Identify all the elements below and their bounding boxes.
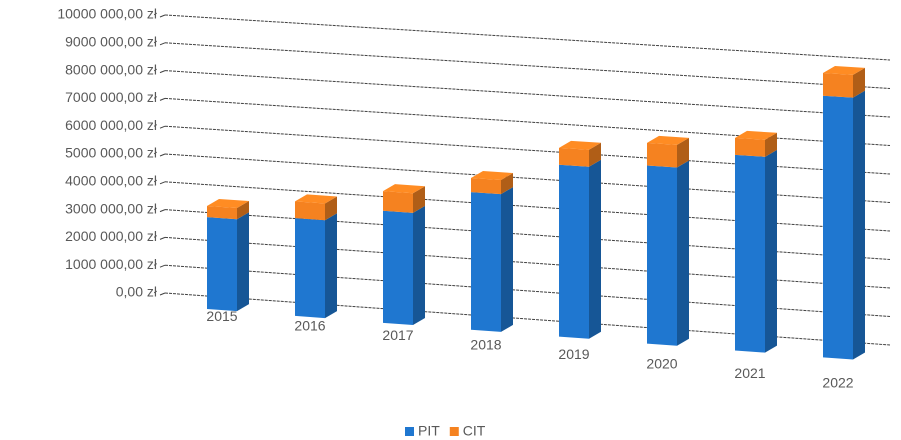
y-tick-label: 1000 000,00 zł <box>65 256 158 272</box>
bar <box>295 201 325 221</box>
bar-side <box>237 212 249 312</box>
bar <box>471 178 501 195</box>
grid-line <box>164 70 891 118</box>
bar-top <box>295 194 337 204</box>
bar-side <box>237 201 249 220</box>
bar <box>735 137 765 157</box>
bar-side <box>853 90 865 360</box>
x-tick-label: 2022 <box>822 374 853 390</box>
bar-side <box>589 142 601 167</box>
tick-mark <box>159 97 166 101</box>
tick-mark <box>159 70 166 74</box>
bar-side <box>853 67 865 98</box>
bar <box>207 206 237 220</box>
tick-mark <box>159 153 166 157</box>
grid-line <box>164 209 891 260</box>
x-tick-label: 2018 <box>470 336 501 352</box>
grid-line <box>164 97 891 146</box>
bar-side <box>765 132 777 157</box>
bar-side <box>677 137 689 168</box>
x-tick-label: 2020 <box>646 355 677 371</box>
tick-mark <box>159 236 166 240</box>
bar-top <box>647 135 689 145</box>
bar-side <box>677 160 689 346</box>
bar <box>735 154 765 353</box>
legend-label: PIT <box>418 423 440 439</box>
x-tick-label: 2017 <box>382 327 413 343</box>
bar-top <box>559 140 601 150</box>
y-tick-label: 0,00 zł <box>116 284 158 300</box>
bar <box>383 210 413 325</box>
bar-side <box>501 173 513 195</box>
tick-mark <box>159 42 166 46</box>
x-tick-label: 2019 <box>558 346 589 362</box>
bar <box>647 165 677 346</box>
y-tick-label: 10000 000,00 zł <box>57 6 158 22</box>
y-tick-label: 8000 000,00 zł <box>65 61 158 77</box>
bar <box>295 218 325 319</box>
x-tick-label: 2015 <box>206 308 237 324</box>
bar <box>471 192 501 332</box>
bar-side <box>325 213 337 319</box>
bar <box>383 191 413 213</box>
tick-mark <box>159 209 166 213</box>
bar-side <box>765 149 777 353</box>
grid-line <box>164 264 891 317</box>
bar <box>647 142 677 168</box>
grid-line <box>164 14 891 61</box>
y-tick-label: 9000 000,00 zł <box>65 34 158 50</box>
y-tick-label: 5000 000,00 zł <box>65 145 158 161</box>
bar-side <box>589 159 601 339</box>
y-tick-label: 7000 000,00 zł <box>65 89 158 105</box>
tick-mark <box>159 292 166 296</box>
tick-mark <box>159 181 166 185</box>
bar-side <box>413 205 425 325</box>
bar-top <box>383 184 425 194</box>
bar-top <box>471 171 513 181</box>
bar-side <box>501 187 513 332</box>
y-tick-label: 4000 000,00 zł <box>65 173 158 189</box>
bar <box>823 73 853 98</box>
y-tick-label: 6000 000,00 zł <box>65 117 158 133</box>
y-tick-label: 3000 000,00 zł <box>65 200 158 216</box>
bar-side <box>413 186 425 213</box>
bar-top <box>207 199 249 209</box>
bar <box>207 217 237 312</box>
grid-line <box>164 153 891 203</box>
bar-side <box>325 196 337 221</box>
tick-mark <box>159 14 166 18</box>
legend-swatch <box>405 427 414 436</box>
tick-mark <box>159 264 166 268</box>
tick-mark <box>159 125 166 129</box>
legend-label: CIT <box>463 423 486 439</box>
bar-top <box>735 130 777 140</box>
legend-swatch <box>449 427 459 436</box>
grid-line <box>164 181 891 232</box>
bar <box>823 95 853 360</box>
x-tick-label: 2021 <box>734 365 765 381</box>
y-tick-label: 2000 000,00 zł <box>65 228 158 244</box>
grid-line <box>164 236 891 289</box>
bar-top <box>823 66 865 75</box>
grid-line <box>164 125 891 175</box>
grid-line <box>164 42 891 89</box>
x-tick-label: 2016 <box>294 317 325 333</box>
bar <box>559 164 589 339</box>
bar <box>559 147 589 167</box>
grid-line <box>164 292 891 346</box>
